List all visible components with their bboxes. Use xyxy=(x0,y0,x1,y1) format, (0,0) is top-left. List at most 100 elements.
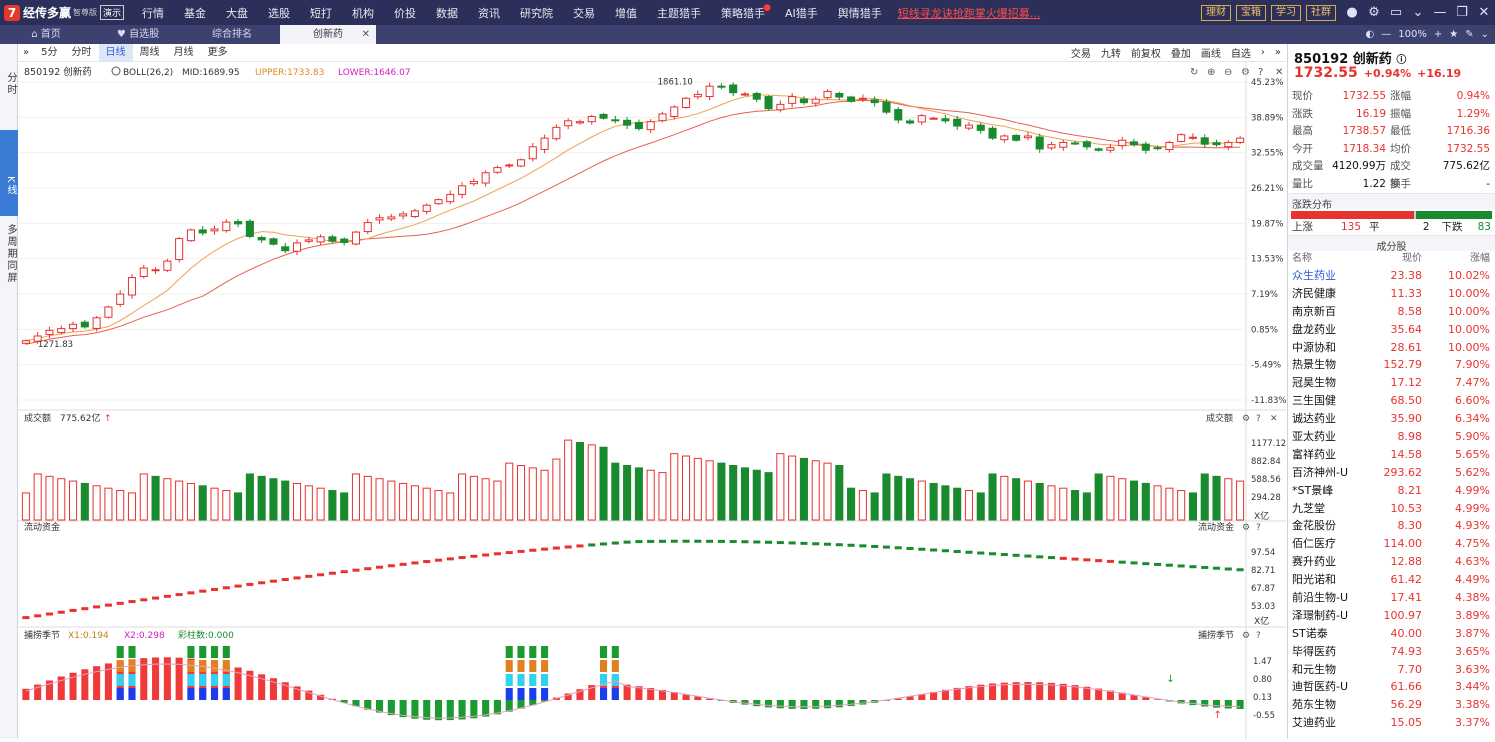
menu-item[interactable]: 大盘 xyxy=(226,6,248,20)
menu-item[interactable]: AI猎手 xyxy=(785,6,818,20)
toolbar-button[interactable]: 前复权 xyxy=(1130,49,1161,60)
menu-item[interactable]: 增值 xyxy=(615,6,637,20)
gear-icon[interactable]: ⚙ xyxy=(1241,67,1250,78)
component-row[interactable]: 毕得医药 74.93 3.65% xyxy=(1288,643,1495,661)
menu-item[interactable]: 基金 xyxy=(184,6,206,20)
period-tab[interactable]: 分时 xyxy=(71,46,92,58)
menu-item[interactable]: 资讯 xyxy=(478,6,500,20)
component-row[interactable]: 三生国健 68.50 6.60% xyxy=(1288,392,1495,410)
menu-item[interactable]: 研究院 xyxy=(520,6,553,20)
collapse-icon[interactable]: » xyxy=(1274,47,1281,58)
treasure-box-button[interactable]: 宝箱 xyxy=(1236,4,1266,21)
close-icon[interactable]: ✕ xyxy=(1478,5,1490,20)
col-name[interactable]: 名称 xyxy=(1292,253,1312,264)
timeshare-view-tab[interactable]: 分时 xyxy=(5,72,16,96)
learn-button[interactable]: 学习 xyxy=(1271,4,1301,21)
chevron-down-icon[interactable]: ⌄ xyxy=(1480,29,1489,40)
multi-period-tab[interactable]: 多周期同屏 xyxy=(5,224,16,284)
col-price[interactable]: 现价 xyxy=(1402,253,1422,264)
tab-home[interactable]: ⌂ 首页 xyxy=(0,25,92,44)
component-row[interactable]: 济民健康 11.33 10.00% xyxy=(1288,285,1495,303)
refresh-icon[interactable]: ↻ xyxy=(1190,67,1198,78)
component-row[interactable]: 中源协和 28.61 10.00% xyxy=(1288,339,1495,357)
menu-item[interactable]: 交易 xyxy=(573,6,595,20)
gear-icon[interactable]: ⚙ xyxy=(1242,414,1250,424)
zoom-in-icon[interactable]: + xyxy=(1433,29,1443,40)
gear-icon[interactable]: ⚙ xyxy=(1242,523,1250,533)
component-row[interactable]: 九芝堂 10.53 4.99% xyxy=(1288,500,1495,518)
kline-view-tab[interactable]: K线 xyxy=(0,130,18,216)
help-icon[interactable]: ? xyxy=(1256,414,1261,424)
info-icon[interactable]: ⓘ xyxy=(1396,55,1407,66)
component-row[interactable]: 富祥药业 14.58 5.65% xyxy=(1288,446,1495,464)
component-row[interactable]: 众生药业 23.38 10.02% xyxy=(1288,267,1495,285)
tab-ranking[interactable]: 综合排名 xyxy=(184,25,280,44)
period-tab[interactable]: 月线 xyxy=(173,46,194,58)
help-icon[interactable]: ? xyxy=(1256,523,1261,533)
help-icon[interactable]: ? xyxy=(1256,631,1261,641)
period-tab[interactable]: 周线 xyxy=(139,46,160,58)
period-tab[interactable]: 5分 xyxy=(41,46,58,58)
menu-item[interactable]: 短打 xyxy=(310,6,332,20)
tab-watchlist[interactable]: ♥ 自选股 xyxy=(92,25,184,44)
indicator-toggle-icon[interactable] xyxy=(111,66,121,76)
component-row[interactable]: 亚太药业 8.98 5.90% xyxy=(1288,428,1495,446)
component-row[interactable]: 佰仁医疗 114.00 4.75% xyxy=(1288,535,1495,553)
menu-item[interactable]: 机构 xyxy=(352,6,374,20)
component-row[interactable]: 和元生物 7.70 3.63% xyxy=(1288,661,1495,679)
help-icon[interactable]: ? xyxy=(1258,67,1263,78)
component-row[interactable]: 苑东生物 56.29 3.38% xyxy=(1288,696,1495,714)
toolbar-button[interactable]: 九转 xyxy=(1100,49,1121,60)
menu-item[interactable]: 数据 xyxy=(436,6,458,20)
menu-item[interactable]: 主题猎手 xyxy=(657,6,701,20)
zoom-toggle-icon[interactable]: ◐ xyxy=(1365,29,1375,40)
component-row[interactable]: ST诺泰 40.00 3.87% xyxy=(1288,625,1495,643)
toolbar-button[interactable]: 交易 xyxy=(1070,49,1091,60)
chevron-down-icon[interactable]: ⌄ xyxy=(1412,5,1424,20)
component-row[interactable]: 南京新百 8.58 10.00% xyxy=(1288,303,1495,321)
toolbar-button[interactable]: 画线 xyxy=(1200,49,1221,60)
restore-icon[interactable]: ❐ xyxy=(1456,5,1468,20)
menu-item[interactable]: 选股 xyxy=(268,6,290,20)
component-row[interactable]: 金花股份 8.30 4.93% xyxy=(1288,517,1495,535)
zoom-out-icon[interactable]: — xyxy=(1381,29,1392,40)
component-row[interactable]: 泽璟制药-U 100.97 3.89% xyxy=(1288,607,1495,625)
tab-chuangxinyao[interactable]: 创新药 ✕ xyxy=(280,25,376,44)
period-tab[interactable]: 日线 xyxy=(98,43,133,62)
add-icon[interactable]: ⊕ xyxy=(1207,67,1215,78)
community-button[interactable]: 社群 xyxy=(1306,4,1336,21)
component-row[interactable]: 前沿生物-U 17.41 4.38% xyxy=(1288,589,1495,607)
menu-item[interactable]: 舆情猎手 xyxy=(837,6,882,20)
kline-chart-area[interactable]: 850192 创新药 BOLL(26,2) MID:1689.95 UPPER:173… xyxy=(18,62,1286,739)
component-row[interactable]: 热景生物 152.79 7.90% xyxy=(1288,356,1495,374)
promo-link[interactable]: 短线寻龙诀抢跑掌火爆招募... xyxy=(897,6,1041,20)
star-icon[interactable]: ★ xyxy=(1449,29,1459,40)
component-row[interactable]: 百济神州-U 293.62 5.62% xyxy=(1288,464,1495,482)
user-icon[interactable]: ● xyxy=(1346,5,1358,20)
close-icon[interactable]: ✕ xyxy=(1275,67,1283,78)
component-row[interactable]: 盘龙药业 35.64 10.00% xyxy=(1288,321,1495,339)
finance-button[interactable]: 理财 xyxy=(1201,4,1231,21)
component-row[interactable]: 阳光诺和 61.42 4.49% xyxy=(1288,571,1495,589)
expand-icon[interactable]: » xyxy=(23,47,30,58)
close-icon[interactable]: ✕ xyxy=(1270,414,1278,424)
nav-arrow-icon[interactable]: › xyxy=(1260,47,1265,58)
component-row[interactable]: 冠昊生物 17.12 7.47% xyxy=(1288,374,1495,392)
menu-item[interactable]: 策略猎手 ● xyxy=(721,2,771,20)
period-tab[interactable]: 更多 xyxy=(207,46,228,58)
component-row[interactable]: 赛升药业 12.88 4.63% xyxy=(1288,553,1495,571)
minimize-icon[interactable]: — xyxy=(1433,5,1447,20)
gear-icon[interactable]: ⚙ xyxy=(1368,5,1380,20)
menu-item[interactable]: 价投 xyxy=(394,6,416,20)
tab-close-icon[interactable]: ✕ xyxy=(361,29,370,40)
col-pct[interactable]: 涨幅 xyxy=(1470,253,1490,264)
toolbar-button[interactable]: 自选 xyxy=(1230,49,1251,60)
gear-icon[interactable]: ⚙ xyxy=(1242,631,1250,641)
component-row[interactable]: 诚达药业 35.90 6.34% xyxy=(1288,410,1495,428)
component-row[interactable]: *ST景峰 8.21 4.99% xyxy=(1288,482,1495,500)
window-icon[interactable]: ▭ xyxy=(1389,5,1403,20)
component-row[interactable]: 迪哲医药-U 61.66 3.44% xyxy=(1288,678,1495,696)
pen-icon[interactable]: ✎ xyxy=(1465,29,1474,40)
component-row[interactable]: 艾迪药业 15.05 3.37% xyxy=(1288,714,1495,732)
minus-icon[interactable]: ⊖ xyxy=(1224,67,1232,78)
